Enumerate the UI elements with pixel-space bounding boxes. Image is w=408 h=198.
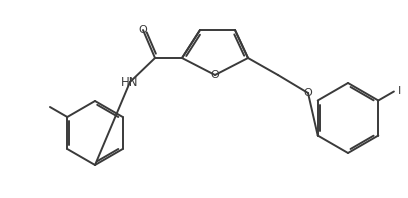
Text: I: I (398, 87, 401, 96)
Text: O: O (211, 70, 220, 80)
Text: O: O (304, 88, 313, 98)
Text: O: O (139, 25, 147, 35)
Text: HN: HN (121, 75, 139, 89)
